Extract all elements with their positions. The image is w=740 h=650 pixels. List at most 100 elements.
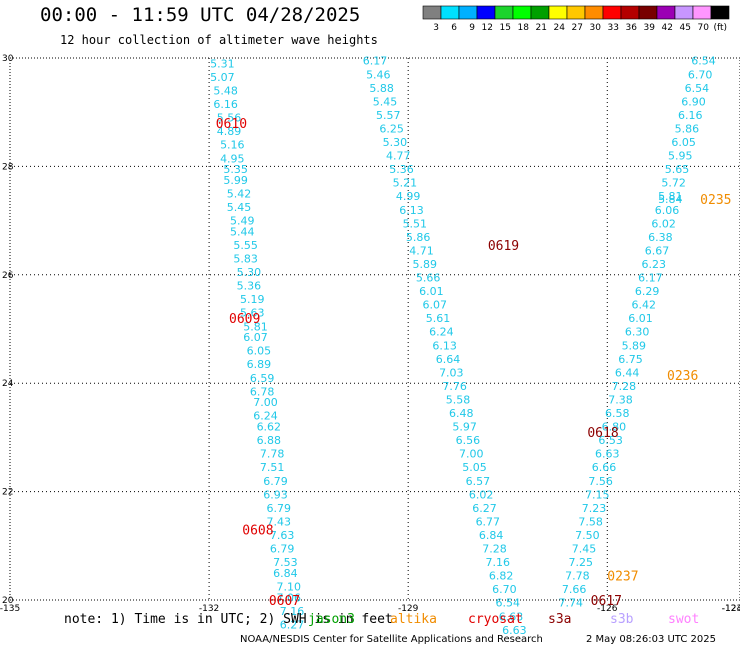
y-tick-label: 26 (2, 271, 14, 281)
wave-height-point: 5.61 (426, 312, 451, 325)
wave-height-point: 6.44 (615, 366, 640, 379)
x-tick-label: -129 (398, 604, 419, 614)
wave-height-point: 4.95 (220, 152, 245, 165)
track-track2: 6.175.465.885.455.576.255.304.775.365.21… (363, 55, 527, 637)
y-tick-label: 30 (2, 54, 14, 64)
page-subtitle: 12 hour collection of altimeter wave hei… (60, 33, 378, 47)
color-swatch (548, 5, 568, 20)
wave-height-point: 6.58 (605, 407, 630, 420)
wave-height-point: 6.63 (595, 448, 620, 461)
wave-height-point: 5.95 (668, 150, 693, 163)
wave-height-point: 6.70 (492, 583, 517, 596)
track-track3: 6.546.706.546.906.165.866.055.955.655.72… (559, 55, 716, 610)
wave-height-point: 5.30 (237, 266, 262, 279)
color-swatch (422, 5, 442, 20)
color-scale-label: 39 (644, 23, 656, 33)
axis-tick-labels: -135 -132 -129 -126 -123-124 20 22 24 26 28 30 (0, 54, 740, 614)
track-track1: 5.315.075.486.165.564.895.164.955.355.99… (210, 57, 304, 631)
wave-height-point: 6.13 (432, 339, 457, 352)
wave-height-point: 5.81 (658, 190, 683, 203)
wave-height-point: 4.71 (409, 244, 434, 257)
wave-height-point: 5.48 (213, 85, 238, 98)
color-scale-bar: 3 6 9 12 15 18 21 24 27 30 33 36 39 42 45 70 (ft) (422, 5, 730, 33)
wave-height-point: 5.86 (675, 122, 700, 135)
wave-height-point: 5.83 (233, 253, 258, 266)
pass-time-label: 0236 (667, 369, 698, 384)
wave-height-point: 6.63 (499, 610, 524, 623)
y-tick-label: 20 (2, 596, 14, 606)
wave-height-point: 6.13 (399, 204, 424, 217)
wave-height-point: 7.76 (442, 380, 467, 393)
wave-height-point: 6.16 (678, 109, 703, 122)
wave-height-point: 5.89 (413, 258, 438, 271)
wave-height-point: 5.88 (369, 82, 394, 95)
wave-height-point: 6.25 (379, 122, 404, 135)
wave-height-point: 6.05 (671, 136, 696, 149)
wave-height-point: 5.49 (230, 215, 255, 228)
color-scale-label: 30 (590, 23, 602, 33)
color-swatch (602, 5, 622, 20)
wave-height-point: 5.19 (240, 293, 265, 306)
wave-height-point: 5.66 (416, 272, 441, 285)
wave-height-point: 5.42 (227, 188, 252, 201)
color-swatch (710, 5, 730, 20)
wave-height-point: 6.38 (648, 231, 673, 244)
satellite-tracks: 5.315.075.486.165.564.895.164.955.355.99… (210, 55, 716, 637)
wave-height-point: 6.16 (213, 98, 238, 111)
pass-time-label: 0619 (488, 239, 519, 254)
wave-height-point: 7.56 (588, 475, 613, 488)
wave-height-point: 5.07 (210, 71, 235, 84)
wave-height-point: 6.23 (641, 258, 666, 271)
legend-s3b: s3b (610, 612, 634, 627)
wave-height-point: 5.56 (217, 112, 242, 125)
wave-height-point: 7.28 (612, 380, 637, 393)
pass-time-label: 0235 (700, 193, 731, 208)
pass-time-label: 0237 (607, 570, 638, 585)
wave-height-point: 5.05 (462, 461, 487, 474)
wave-height-point: 5.72 (661, 177, 686, 190)
wave-height-point: 5.84 (658, 193, 683, 206)
wave-height-point: 5.89 (622, 339, 647, 352)
pass-time-labels: 0610 0619 0609 0618 0608 0607 0235 0236 0237 0617 (216, 117, 732, 609)
wave-height-point: 5.51 (403, 217, 428, 230)
color-swatch (692, 5, 712, 20)
wave-height-point: 7.25 (568, 556, 593, 569)
pass-time-label: 0618 (587, 426, 618, 441)
wave-height-point: 7.15 (585, 488, 610, 501)
wave-height-point: 6.05 (247, 345, 272, 358)
wave-height-point: 5.63 (240, 307, 265, 320)
wave-height-point: 5.21 (393, 177, 418, 190)
wave-height-point: 4.89 (217, 125, 242, 138)
wave-height-point: 5.58 (446, 393, 471, 406)
color-swatch (440, 5, 460, 20)
x-tick-label: -126 (597, 604, 618, 614)
wave-height-point: 7.53 (273, 556, 298, 569)
wave-height-point: 6.54 (495, 597, 520, 610)
map-grid (9, 57, 740, 601)
wave-height-point: 5.36 (237, 280, 262, 293)
wave-height-point: 7.78 (565, 570, 590, 583)
pass-time-label: 0607 (269, 594, 300, 609)
legend-cryosat: cryosat (468, 612, 523, 627)
wave-height-point: 6.59 (250, 372, 275, 385)
wave-height-point: 6.54 (685, 82, 710, 95)
color-swatch (530, 5, 550, 20)
wave-height-point: 6.02 (469, 488, 494, 501)
color-scale-label: 27 (572, 23, 583, 33)
wave-height-point: 6.02 (651, 217, 676, 230)
wave-height-point: 7.28 (482, 543, 507, 556)
color-scale-label: (ft) (713, 23, 727, 33)
y-tick-label: 22 (2, 488, 13, 498)
pass-time-label: 0608 (242, 524, 273, 539)
wave-height-point: 7.00 (253, 396, 278, 409)
wave-height-point: 5.45 (227, 201, 252, 214)
wave-height-point: 5.65 (665, 163, 690, 176)
wave-height-point: 6.01 (419, 285, 444, 298)
color-swatch (584, 5, 604, 20)
wave-height-point: 7.66 (562, 583, 587, 596)
wave-height-point: 6.57 (466, 475, 491, 488)
wave-height-point: 6.48 (449, 407, 474, 420)
wave-height-point: 6.70 (688, 68, 713, 81)
wave-height-point: 6.80 (602, 421, 627, 434)
color-swatch (566, 5, 586, 20)
